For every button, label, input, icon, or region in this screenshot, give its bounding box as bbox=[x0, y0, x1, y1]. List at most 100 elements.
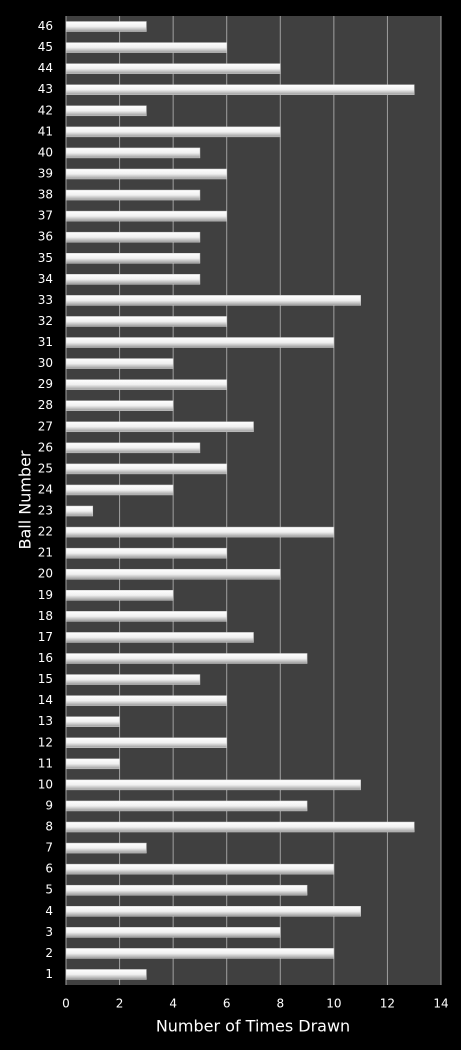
y-tick-label: 44 bbox=[38, 61, 53, 75]
x-tick-label: 8 bbox=[276, 997, 284, 1011]
x-tick-label: 2 bbox=[116, 997, 124, 1011]
bar bbox=[65, 84, 415, 95]
y-tick-label: 12 bbox=[38, 735, 53, 749]
y-tick-label: 25 bbox=[38, 461, 53, 475]
x-tick-label: 0 bbox=[62, 997, 70, 1011]
bar bbox=[65, 716, 120, 727]
bar bbox=[65, 316, 227, 327]
bar bbox=[65, 105, 147, 117]
plot-area bbox=[66, 16, 441, 985]
y-tick-label: 35 bbox=[38, 251, 53, 265]
bar bbox=[65, 400, 174, 411]
x-tick-label: 6 bbox=[223, 997, 231, 1011]
y-tick-label: 18 bbox=[38, 609, 53, 623]
y-tick-label: 27 bbox=[38, 419, 53, 433]
y-tick-label: 42 bbox=[38, 103, 53, 117]
bar bbox=[65, 948, 335, 959]
bar bbox=[65, 358, 174, 369]
bar bbox=[65, 231, 201, 243]
bar bbox=[65, 821, 415, 833]
y-tick-label: 19 bbox=[38, 588, 53, 602]
bar bbox=[65, 379, 227, 390]
bar bbox=[65, 969, 147, 980]
bar bbox=[65, 800, 308, 812]
x-tick-label: 4 bbox=[169, 997, 177, 1011]
bar bbox=[65, 21, 147, 32]
bar bbox=[65, 547, 227, 559]
y-tick-label: 26 bbox=[38, 440, 53, 454]
y-tick-label: 21 bbox=[38, 546, 53, 560]
bar bbox=[65, 337, 335, 348]
x-axis-title: Number of Times Drawn bbox=[156, 1017, 350, 1036]
y-axis-title: Ball Number bbox=[16, 450, 35, 549]
y-tick-label: 36 bbox=[38, 230, 53, 244]
bar bbox=[65, 568, 281, 580]
bar bbox=[65, 611, 227, 622]
bar bbox=[65, 863, 335, 875]
bar bbox=[65, 674, 201, 685]
bar bbox=[65, 463, 227, 475]
bar bbox=[65, 884, 308, 896]
y-tick-label: 41 bbox=[38, 124, 53, 138]
y-tick-label: 14 bbox=[38, 693, 53, 707]
y-tick-label: 28 bbox=[38, 398, 53, 412]
y-tick-label: 31 bbox=[38, 335, 53, 349]
bar bbox=[65, 842, 147, 854]
y-tick-label: 45 bbox=[38, 40, 53, 54]
x-tick-label: 10 bbox=[326, 997, 341, 1011]
bar bbox=[65, 442, 201, 454]
y-tick-label: 8 bbox=[45, 820, 53, 834]
y-tick-label: 11 bbox=[38, 756, 53, 770]
bar bbox=[65, 42, 227, 53]
bar bbox=[65, 653, 308, 664]
bar bbox=[65, 210, 227, 222]
bar bbox=[65, 295, 361, 306]
x-tick-label: 12 bbox=[380, 997, 395, 1011]
bar bbox=[65, 168, 227, 180]
y-tick-label: 46 bbox=[38, 19, 53, 33]
y-tick-label: 43 bbox=[38, 82, 53, 96]
bar bbox=[65, 906, 361, 917]
y-tick-label: 17 bbox=[38, 630, 53, 644]
bar bbox=[65, 927, 281, 938]
bar bbox=[65, 526, 335, 538]
y-tick-label: 16 bbox=[38, 651, 53, 665]
y-tick-label: 40 bbox=[38, 145, 53, 159]
y-tick-label: 3 bbox=[45, 925, 53, 939]
y-tick-label: 20 bbox=[38, 567, 53, 581]
bar bbox=[65, 484, 174, 496]
bar bbox=[65, 253, 201, 264]
bar bbox=[65, 758, 120, 770]
bar bbox=[65, 189, 201, 201]
y-tick-label: 5 bbox=[45, 883, 53, 897]
y-tick-label: 30 bbox=[38, 356, 53, 370]
y-tick-label: 23 bbox=[38, 504, 53, 518]
y-tick-label: 29 bbox=[38, 377, 53, 391]
y-tick-label: 22 bbox=[38, 525, 53, 539]
y-tick-label: 15 bbox=[38, 672, 53, 686]
y-tick-label: 7 bbox=[45, 841, 53, 855]
bar bbox=[65, 590, 174, 601]
y-tick-label: 38 bbox=[38, 188, 53, 202]
y-tick-label: 39 bbox=[38, 166, 53, 180]
bar bbox=[65, 779, 361, 791]
y-tick-label: 10 bbox=[38, 777, 53, 791]
bar bbox=[65, 274, 201, 285]
x-tick-label: 14 bbox=[433, 997, 448, 1011]
y-tick-label: 6 bbox=[45, 862, 53, 876]
y-tick-label: 37 bbox=[38, 209, 53, 223]
bar bbox=[65, 63, 281, 74]
bar bbox=[65, 737, 227, 748]
y-tick-label: 24 bbox=[38, 482, 53, 496]
y-tick-label: 9 bbox=[45, 798, 53, 812]
y-tick-label: 13 bbox=[38, 714, 53, 728]
y-tick-label: 34 bbox=[38, 272, 53, 286]
bar bbox=[65, 505, 94, 517]
bar bbox=[65, 126, 281, 138]
y-tick-label: 2 bbox=[45, 946, 53, 960]
bar bbox=[65, 421, 254, 433]
y-tick-label: 32 bbox=[38, 314, 53, 328]
bar bbox=[65, 632, 254, 643]
bar bbox=[65, 147, 201, 159]
